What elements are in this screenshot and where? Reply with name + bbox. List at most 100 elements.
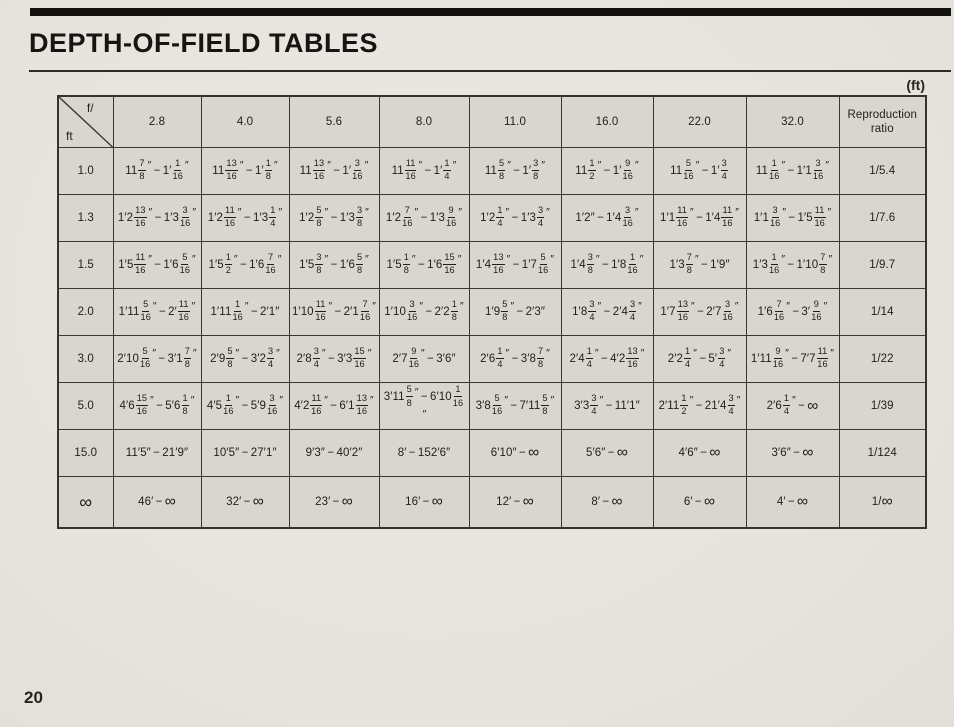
column-header-16.0: 16.0 [560,95,654,148]
depth-range-cell: 11 7 8 ″ − 1′ 1 16 ″ [112,147,202,195]
row-header-distance: 2.0 [57,288,114,336]
depth-range-cell: 1′11 1 16 ″ − 2′1″ [200,288,290,336]
depth-range-cell: 11 13 16 ″ − 1′ 3 16 ″ [288,147,380,195]
depth-range-cell: 1′3 1 16 ″ − 1′10 7 8 ″ [745,241,840,289]
depth-range-cell: 1′6 7 16 ″ − 3′ 9 16 ″ [745,288,840,336]
depth-range-cell: 2′9 5 8 ″ − 3′2 3 4 ″ [200,335,290,383]
depth-range-cell: 1′2 7 16 ″ − 1′3 9 16 ″ [378,194,470,242]
depth-range-cell: 2′4 1 4 ″ − 4′2 13 16 ″ [560,335,654,383]
reproduction-ratio-cell: 1/39 [838,382,927,430]
top-rule-bar [30,8,951,16]
table-row-15.0: 15.0 11′5″ − 21′9″ 10′5″ − 27′1″ 9′3″ − 40′… [57,429,927,477]
reproduction-ratio-cell: 1/5.4 [838,147,927,195]
reproduction-ratio-cell: 1/124 [838,429,927,477]
depth-range-cell: 23′ − ∞ [288,476,380,529]
column-header-8.0: 8.0 [378,95,470,148]
table-row-2.0: 2.0 1′11 5 16 ″ − 2′ 11 16 ″ 1′11 1 16 ″ − 2′1″ 1′10… [57,288,927,336]
corner-label-aperture: f/ [86,101,94,115]
depth-range-cell: 11 11 16 ″ − 1′ 1 4 ″ [378,147,470,195]
reproduction-ratio-cell: 1/22 [838,335,927,383]
depth-range-cell: 1′7 13 16 ″ − 2′7 3 16 ″ [652,288,747,336]
depth-range-cell: 1′2 5 8 ″ − 1′3 3 8 ″ [288,194,380,242]
depth-range-cell: 1′3 7 8 ″ − 1′9″ [652,241,747,289]
depth-range-cell: 1′10 11 16 ″ − 2′1 7 16 ″ [288,288,380,336]
depth-range-cell: 2′6 1 4 ″ − 3′8 7 8 ″ [468,335,562,383]
unit-label-ft: (ft) [906,77,925,93]
table-row-1.0: 1.0 11 7 8 ″ − 1′ 1 16 ″ 11 13 16 ″ − 1′ 1 8 ″ 11 13 16 ″ … [57,147,927,195]
depth-range-cell: 4′2 11 16 ″ − 6′1 13 16 ″ [288,382,380,430]
depth-range-cell: 4′6 15 16 ″ − 5′6 1 8 ″ [112,382,202,430]
reproduction-ratio-cell: 1/14 [838,288,927,336]
depth-range-cell: 12′ − ∞ [468,476,562,529]
table-row-5.0: 5.0 4′6 15 16 ″ − 5′6 1 8 ″ 4′5 1 16 ″ − 5′9 3 16 ″ 4′2… [57,382,927,430]
depth-of-field-table: f/ ft 2.8 4.0 5.6 8.0 11.0 16.0 22.0 32.0 Reprod… [57,95,927,529]
depth-range-cell: 10′5″ − 27′1″ [200,429,290,477]
reproduction-ratio-cell: 1/7.6 [838,194,927,242]
depth-range-cell: 1′1 11 16 ″ − 1′4 11 16 ″ [652,194,747,242]
depth-range-cell: 16′ − ∞ [378,476,470,529]
table-row-1.3: 1.3 1′2 13 16 ″ − 1′3 3 16 ″ 1′2 11 16 ″ − 1′3 1 4 ″ 1′… [57,194,927,242]
depth-range-cell: 9′3″ − 40′2″ [288,429,380,477]
corner-label-distance: ft [66,129,73,143]
depth-range-cell: 1′5 11 16 ″ − 1′6 5 16 ″ [112,241,202,289]
depth-range-cell: 6′ − ∞ [652,476,747,529]
column-header-4.0: 4.0 [200,95,290,148]
column-header-11.0: 11.0 [468,95,562,148]
column-header-32.0: 32.0 [745,95,840,148]
row-header-distance: ∞ [57,476,114,529]
depth-range-cell: 6′10″ − ∞ [468,429,562,477]
depth-range-cell: 11 5 8 ″ − 1′ 3 8 ″ [468,147,562,195]
depth-range-cell: 2′2 1 4 ″ − 5′ 3 4 ″ [652,335,747,383]
depth-range-cell: 3′11 5 8 ″ − 6′10 1 16 ″ [378,382,470,430]
depth-range-cell: 46′ − ∞ [112,476,202,529]
depth-range-cell: 2′11 1 2 ″ − 21′4 3 4 ″ [652,382,747,430]
depth-range-cell: 1′1 3 16 ″ − 1′5 11 16 ″ [745,194,840,242]
row-header-distance: 1.3 [57,194,114,242]
depth-range-cell: 1′5 3 8 ″ − 1′6 5 8 ″ [288,241,380,289]
depth-range-cell: 11′5″ − 21′9″ [112,429,202,477]
depth-range-cell: 11 1 16 ″ − 1′1 3 16 ″ [745,147,840,195]
row-header-distance: 1.5 [57,241,114,289]
row-header-distance: 1.0 [57,147,114,195]
depth-range-cell: 3′3 3 4 ″ − 11′1″ [560,382,654,430]
page-number: 20 [24,688,43,707]
depth-range-cell: 11 13 16 ″ − 1′ 1 8 ″ [200,147,290,195]
depth-range-cell: 4′5 1 16 ″ − 5′9 3 16 ″ [200,382,290,430]
table-row-3.0: 3.0 2′10 5 16 ″ − 3′1 7 8 ″ 2′9 5 8 ″ − 3′2 3 4 ″ 2′8 3 4… [57,335,927,383]
corner-cell: f/ ft [57,95,114,148]
depth-range-cell: 1′11 9 16 ″ − 7′7 11 16 ″ [745,335,840,383]
depth-range-cell: 1′8 3 4 ″ − 2′4 3 4 ″ [560,288,654,336]
depth-range-cell: 1′10 3 16 ″ − 2′2 1 8 ″ [378,288,470,336]
depth-range-cell: 2′8 3 4 ″ − 3′3 15 16 ″ [288,335,380,383]
depth-range-cell: 1′5 1 8 ″ − 1′6 15 16 ″ [378,241,470,289]
depth-range-cell: 4′ − ∞ [745,476,840,529]
depth-range-cell: 2′10 5 16 ″ − 3′1 7 8 ″ [112,335,202,383]
depth-range-cell: 2′7 9 16 ″ − 3′6″ [378,335,470,383]
depth-range-cell: 1′9 5 8 ″ − 2′3″ [468,288,562,336]
depth-range-cell: 4′6″ − ∞ [652,429,747,477]
page-title: DEPTH-OF-FIELD TABLES [29,28,378,58]
depth-range-cell: 8′ − ∞ [560,476,654,529]
depth-range-cell: 1′2 11 16 ″ − 1′3 1 4 ″ [200,194,290,242]
row-header-distance: 15.0 [57,429,114,477]
column-header-2.8: 2.8 [112,95,202,148]
diagonal-divider-icon [59,97,113,147]
depth-range-cell: 1′2 1 4 ″ − 1′3 3 4 ″ [468,194,562,242]
reproduction-ratio-cell: 1/9.7 [838,241,927,289]
depth-range-cell: 5′6″ − ∞ [560,429,654,477]
column-header-5.6: 5.6 [288,95,380,148]
depth-range-cell: 11 1 2 ″ − 1′ 9 16 ″ [560,147,654,195]
depth-range-cell: 1′4 13 16 ″ − 1′7 5 16 ″ [468,241,562,289]
depth-range-cell: 3′8 5 16 ″ − 7′11 5 8 ″ [468,382,562,430]
table-header-row: f/ ft 2.8 4.0 5.6 8.0 11.0 16.0 22.0 32.0 Reprod… [57,95,927,148]
column-header-reproduction-ratio: Reproduction ratio [838,95,927,148]
row-header-distance: 5.0 [57,382,114,430]
depth-range-cell: 1′11 5 16 ″ − 2′ 11 16 ″ [112,288,202,336]
depth-range-cell: 32′ − ∞ [200,476,290,529]
depth-range-cell: 8′ − 152′6″ [378,429,470,477]
title-divider [29,70,951,72]
row-header-distance: 3.0 [57,335,114,383]
table-row-1.5: 1.5 1′5 11 16 ″ − 1′6 5 16 ″ 1′5 1 2 ″ − 1′6 7 16 ″ 1′5… [57,241,927,289]
depth-range-cell: 2′6 1 4 ″ − ∞ [745,382,840,430]
